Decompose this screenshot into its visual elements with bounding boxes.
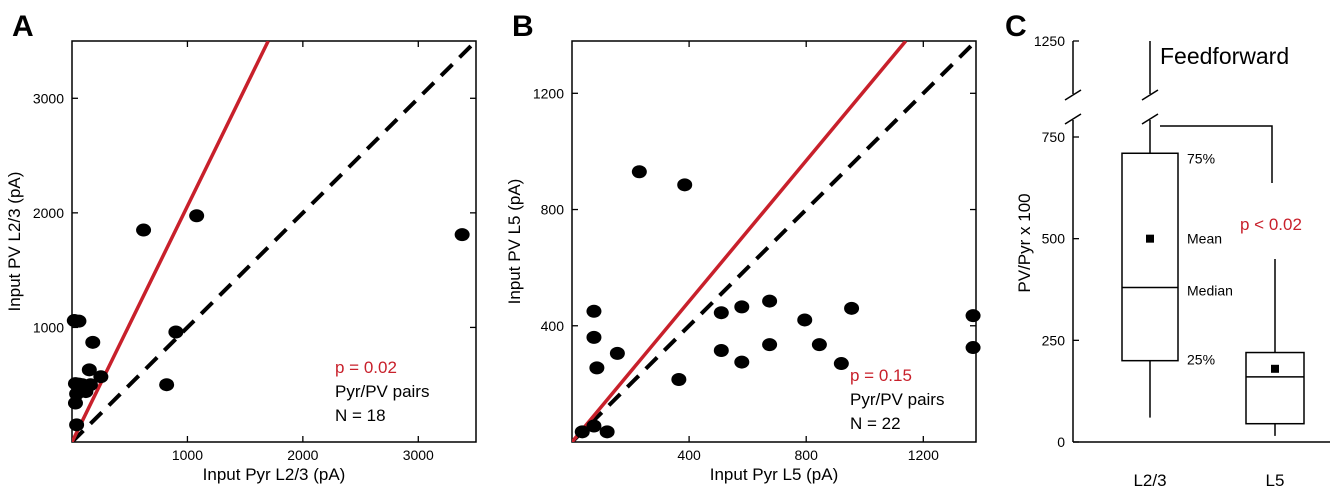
panel-letter-a: A (12, 10, 34, 43)
panel-a-scatter: 1000 2000 3000 1000 2000 3000 Input Pyr L2/3 (… (5, 40, 477, 484)
pairs-label: Pyr/PV pairs (850, 390, 944, 409)
data-point (586, 304, 602, 318)
data-point (631, 165, 647, 179)
data-point (136, 223, 152, 237)
y-tick-label: 400 (541, 318, 565, 334)
n-label: N = 18 (335, 406, 386, 425)
y-axis-label: PV/Pyr x 100 (1015, 193, 1034, 292)
axis-break-mark (1064, 89, 1082, 101)
x-tick-label: 800 (795, 447, 819, 463)
mean-marker (1146, 234, 1154, 243)
data-point (67, 396, 83, 410)
data-point (454, 228, 470, 242)
data-point (797, 313, 813, 327)
median-label: Median (1187, 282, 1233, 298)
p-value-label: p < 0.02 (1240, 215, 1302, 234)
mean-label: Mean (1187, 231, 1222, 247)
data-point (762, 338, 778, 352)
data-point (734, 300, 750, 314)
x-tick-label: 1200 (908, 447, 939, 463)
p-value-label: p = 0.02 (335, 358, 397, 377)
box (1121, 152, 1179, 362)
n-label: N = 22 (850, 414, 901, 433)
data-point (609, 346, 625, 360)
fit-line (572, 41, 908, 442)
x-tick-label: 3000 (403, 447, 434, 463)
data-point (71, 314, 87, 328)
significance-bracket (1160, 125, 1273, 183)
box (1245, 351, 1305, 425)
data-point (599, 425, 615, 439)
p-value-label: p = 0.15 (850, 366, 912, 385)
axis-break-mark (1064, 113, 1082, 125)
data-point (85, 335, 101, 349)
data-point (677, 178, 693, 192)
axis-break-mark (1141, 113, 1159, 125)
data-point (69, 418, 85, 432)
line-layer (572, 41, 976, 442)
y-tick-label: 1250 (1034, 33, 1065, 49)
data-point (589, 361, 605, 375)
data-point (833, 357, 849, 371)
data-point (586, 419, 602, 433)
data-point (844, 301, 860, 315)
x-tick-label: 2000 (287, 447, 318, 463)
identity-line (72, 41, 476, 442)
y-tick-label: 2000 (33, 205, 64, 221)
panel-b-scatter: 400 800 1200 400 800 1200 Input Pyr L5 (pA) Inp… (505, 40, 981, 484)
y-tick-label: 1200 (533, 85, 564, 101)
chart-title: Feedforward (1160, 43, 1289, 69)
data-point (762, 294, 778, 308)
y-tick-label: 0 (1057, 434, 1065, 450)
data-point (189, 209, 205, 223)
pairs-label: Pyr/PV pairs (335, 382, 429, 401)
data-point (965, 341, 981, 355)
y-tick-label: 800 (541, 202, 565, 218)
data-point (159, 378, 175, 392)
data-point (713, 306, 729, 320)
plot-frame (71, 40, 477, 443)
data-point (713, 343, 729, 357)
category-label: L5 (1266, 471, 1285, 490)
x-axis-label: Input Pyr L2/3 (pA) (203, 465, 346, 484)
x-tick-label: 1000 (172, 447, 203, 463)
y-tick-label: 250 (1042, 332, 1066, 348)
data-point (168, 325, 184, 339)
category-label: L2/3 (1133, 471, 1166, 490)
axis-break-mark (1141, 89, 1159, 101)
y-tick-label: 3000 (33, 90, 64, 106)
data-point (586, 330, 602, 344)
panel-letter-b: B (512, 10, 534, 43)
data-point (81, 363, 97, 377)
y-tick-label: 750 (1042, 129, 1066, 145)
y-tick-label: 1000 (33, 319, 64, 335)
identity-line (572, 41, 976, 442)
data-point (734, 355, 750, 369)
data-point (671, 373, 687, 387)
plot-frame (571, 40, 977, 443)
q3-label: 75% (1187, 150, 1215, 166)
panel-c-boxplot: 0 250 500 750 1250 PV/Pyr x 100 Feedforward L2/… (1015, 33, 1330, 490)
panel-letter-c: C (1005, 10, 1027, 43)
data-point (965, 309, 981, 323)
data-point (811, 338, 827, 352)
data-point (574, 425, 590, 439)
y-tick-label: 500 (1042, 231, 1066, 247)
x-tick-label: 400 (677, 447, 701, 463)
data-point (93, 370, 109, 384)
q1-label: 25% (1187, 352, 1215, 368)
y-axis-label: Input PV L2/3 (pA) (5, 172, 24, 312)
mean-marker (1271, 364, 1279, 373)
x-axis-label: Input Pyr L5 (pA) (710, 465, 839, 484)
y-axis-label: Input PV L5 (pA) (505, 179, 524, 305)
